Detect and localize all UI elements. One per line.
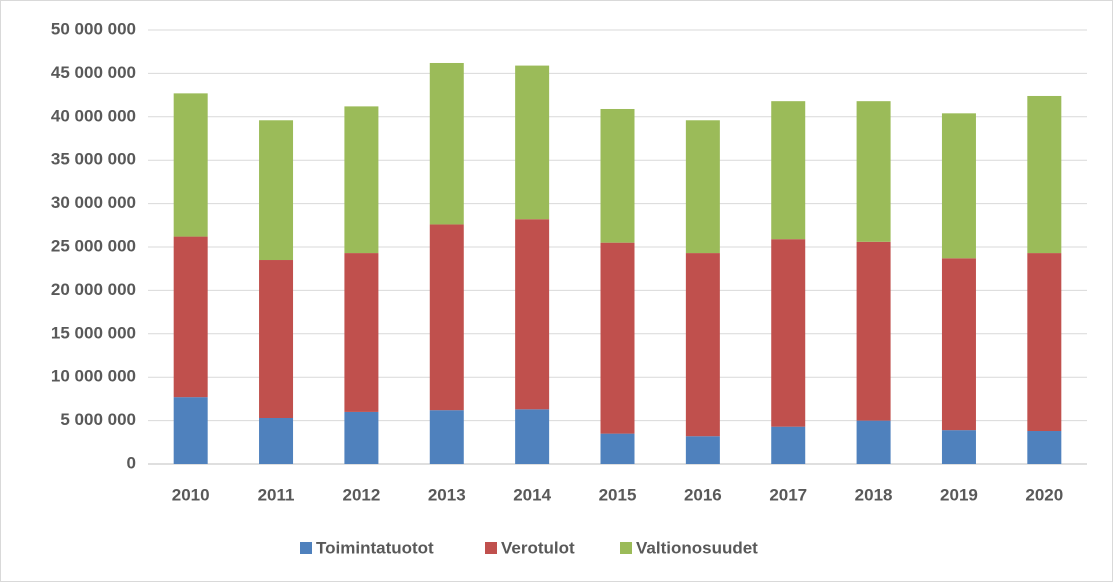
bar-segment [771,426,806,464]
legend-swatch [300,542,312,554]
x-tick-label: 2020 [1025,485,1063,504]
y-tick-label: 15 000 000 [51,323,136,342]
legend-swatch [485,542,497,554]
y-tick-label: 40 000 000 [51,106,136,125]
x-tick-label: 2014 [513,485,551,504]
bar-segment [173,236,208,398]
bar-segment [1027,431,1062,464]
y-tick-label: 30 000 000 [51,193,136,212]
x-tick-label: 2015 [599,485,637,504]
bar-segment [173,93,208,237]
bar-segment [600,242,635,434]
bar-segment [515,219,550,410]
y-tick-label: 10 000 000 [51,367,136,386]
bar-segment [429,62,464,225]
x-tick-label: 2016 [684,485,722,504]
legend-label: Toimintatuotot [316,538,434,557]
x-tick-label: 2012 [342,485,380,504]
legend-swatch [620,542,632,554]
bar-segment [173,397,208,464]
bar-segment [941,430,976,464]
bar-segment [1027,253,1062,432]
bar-segment [344,253,379,412]
bar-segment [344,106,379,254]
bar-segment [941,258,976,431]
x-tick-label: 2013 [428,485,466,504]
y-tick-label: 0 [127,453,136,472]
bar-segment [685,436,720,464]
bar-segment [685,253,720,437]
bar-segment [259,260,294,418]
bar-segment [600,433,635,464]
bar-segment [856,241,891,421]
bar-segment [259,417,294,464]
bar-segment [344,411,379,464]
x-tick-label: 2011 [258,485,295,504]
bar-segment [429,224,464,411]
bar-segment [771,101,806,240]
bar-segment [429,410,464,464]
y-tick-label: 20 000 000 [51,280,136,299]
bar-segment [600,108,635,243]
bar-segment [515,409,550,464]
legend-label: Verotulot [501,538,575,557]
bar-segment [685,120,720,254]
bar-segment [856,420,891,464]
y-tick-label: 45 000 000 [51,63,136,82]
y-tick-label: 25 000 000 [51,236,136,255]
bar-segment [941,113,976,259]
x-tick-label: 2018 [855,485,893,504]
x-tick-label: 2017 [769,485,807,504]
y-tick-label: 35 000 000 [51,150,136,169]
bar-segment [1027,95,1062,254]
y-tick-label: 5 000 000 [60,410,136,429]
bar-segment [515,65,550,220]
bar-segment [259,120,294,261]
y-tick-label: 50 000 000 [51,19,136,38]
x-tick-label: 2019 [940,485,978,504]
bar-segment [856,101,891,242]
legend-label: Valtionosuudet [636,538,758,557]
x-tick-label: 2010 [172,485,210,504]
bar-segment [771,239,806,427]
